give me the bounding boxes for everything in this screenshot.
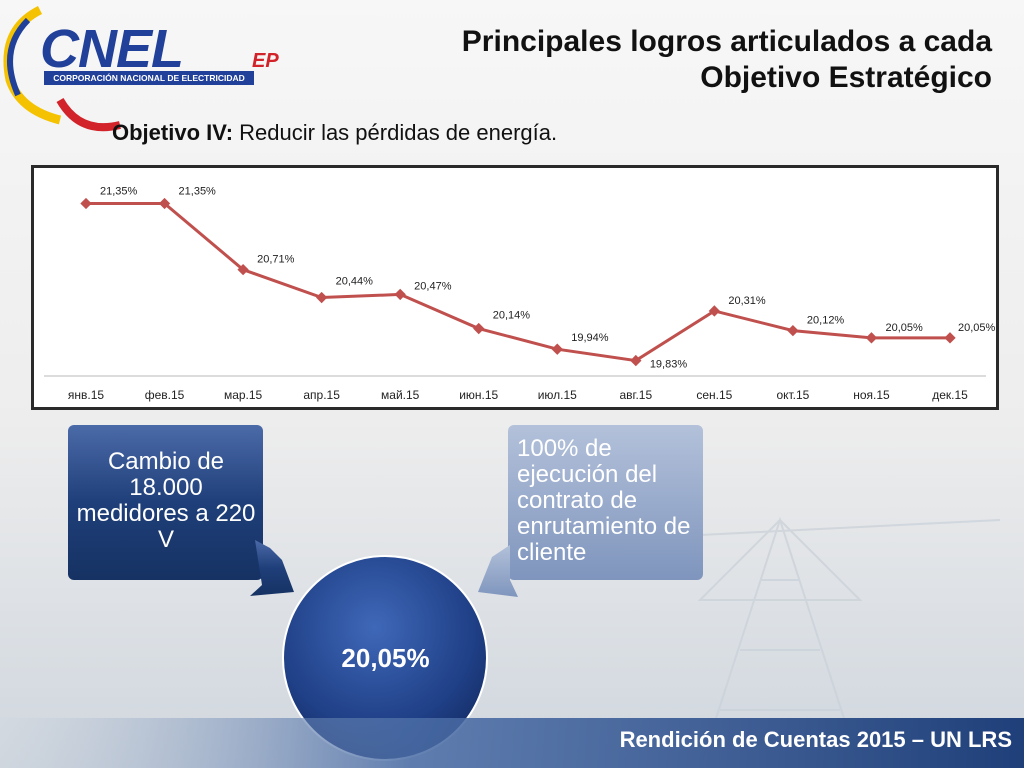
- data-point: [865, 332, 878, 344]
- right-callout-text: 100% de ejecución del contrato de enruta…: [517, 435, 691, 566]
- logo-suffix: EP: [252, 50, 279, 72]
- chart-container: 21,35% 21,35% 20,71% 20,44% 20,47% 20,14% 19,9…: [31, 165, 999, 410]
- data-label: 20,05%: [958, 322, 996, 334]
- company-logo: CNEL EP CORPORACIÓN NACIONAL DE ELECTRIC…: [0, 0, 310, 140]
- result-value: 20,05%: [341, 643, 430, 673]
- loss-line-chart: 21,35% 21,35% 20,71% 20,44% 20,47% 20,14% 19,9…: [44, 186, 996, 402]
- x-tick-label: ноя.15: [853, 388, 890, 402]
- logo-swoosh-icon: [3, 5, 121, 132]
- data-label: 20,47%: [414, 280, 452, 292]
- x-tick-label: дек.15: [932, 388, 968, 402]
- x-tick-label: июл.15: [538, 388, 577, 402]
- x-tick-label: окт.15: [776, 388, 809, 402]
- footer-text: Rendición de Cuentas 2015 – UN LRS: [619, 727, 1012, 752]
- objective-label: Objetivo IV:: [112, 120, 234, 145]
- data-label: 20,12%: [807, 315, 845, 327]
- x-tick-label: апр.15: [303, 388, 340, 402]
- slide-title-line-1: Principales logros articulados a cada: [461, 25, 992, 58]
- data-point: [473, 322, 485, 335]
- x-tick-label: июн.15: [459, 388, 498, 402]
- data-label: 20,05%: [885, 322, 923, 334]
- data-point: [394, 288, 406, 301]
- data-point: [944, 332, 956, 344]
- data-label: 19,94%: [571, 332, 609, 344]
- footer-bar: [0, 718, 1024, 768]
- data-label: 20,14%: [493, 310, 531, 322]
- data-label: 20,44%: [336, 276, 374, 288]
- left-callout-shape: [68, 425, 294, 596]
- data-label: 19,83%: [650, 359, 688, 371]
- x-tick-label: сен.15: [696, 388, 732, 402]
- slide-title: Principales logros articulados a cada Ob…: [352, 24, 992, 96]
- data-label: 21,35%: [179, 186, 217, 198]
- right-callout-shape: [478, 425, 703, 597]
- x-tick-label: мар.15: [224, 388, 263, 402]
- series-line: [86, 202, 950, 363]
- data-point: [708, 305, 721, 317]
- x-tick-label: фев.15: [145, 388, 185, 402]
- data-point: [787, 324, 799, 337]
- slide-title-line-2: Objetivo Estratégico: [700, 61, 992, 94]
- data-label: 20,71%: [257, 254, 295, 266]
- data-point: [630, 354, 642, 367]
- data-label: 21,35%: [100, 186, 138, 198]
- logo-subtitle: CORPORACIÓN NACIONAL DE ELECTRICIDAD: [44, 71, 254, 85]
- logo-name: CNEL: [40, 19, 184, 79]
- x-tick-label: авг.15: [619, 388, 652, 402]
- data-point: [551, 343, 563, 355]
- objective-text: Reducir las pérdidas de energía.: [233, 120, 558, 145]
- x-tick-label: янв.15: [68, 388, 105, 402]
- objective-heading: Objetivo IV: Reducir las pérdidas de ene…: [112, 120, 557, 146]
- left-callout-text: Cambio de 18.000 medidores a 220 V: [76, 448, 256, 553]
- x-tick-label: май.15: [381, 388, 420, 402]
- data-label: 20,31%: [728, 295, 766, 307]
